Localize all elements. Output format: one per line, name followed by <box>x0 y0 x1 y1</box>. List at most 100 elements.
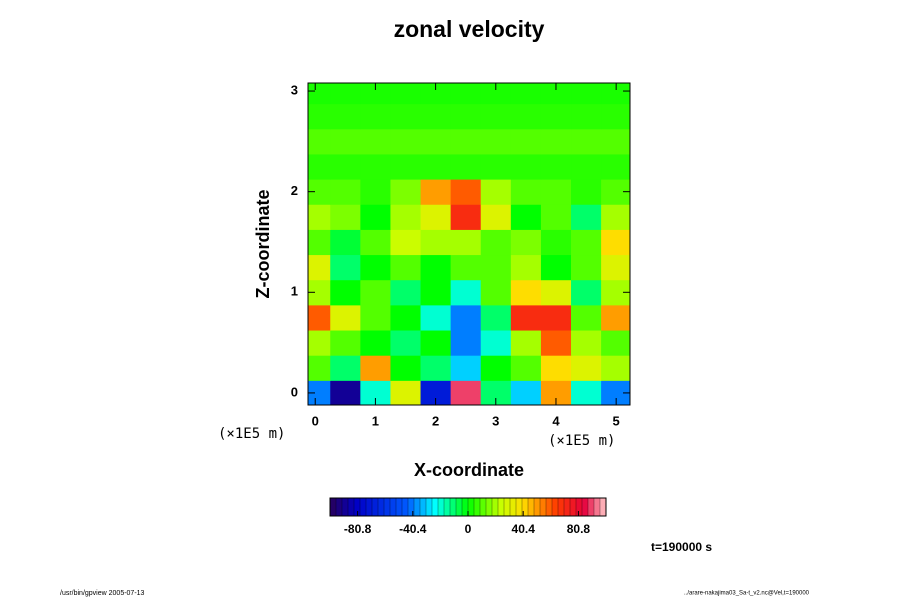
colorbar-band <box>425 497 433 517</box>
colorbar-band <box>413 497 421 517</box>
heat-cell <box>420 229 452 256</box>
heat-cell <box>330 103 361 130</box>
x-tick-label: 3 <box>492 413 499 428</box>
heat-cell <box>330 380 361 405</box>
heat-cell <box>510 128 542 155</box>
heat-cell <box>571 380 602 405</box>
heat-cell <box>390 304 422 331</box>
heat-cell <box>330 83 361 105</box>
heat-cell <box>571 304 602 331</box>
heat-cell <box>360 153 391 180</box>
colorbar-band <box>473 497 481 517</box>
heat-cell <box>308 204 331 230</box>
heat-cell <box>390 254 422 281</box>
footer-right: ../arare-nakajima03_Sa-t_v2.nc@Vel,t=190… <box>684 591 810 597</box>
heat-cell <box>308 355 331 381</box>
heat-cell <box>390 204 422 230</box>
heat-cell <box>480 179 512 205</box>
x-axis-label: X-coordinate <box>414 460 524 480</box>
heat-cell <box>360 254 391 281</box>
time-label: t=190000 s <box>651 540 712 554</box>
colorbar-band <box>347 497 355 517</box>
heat-cell <box>390 179 422 205</box>
heat-cell <box>308 128 331 155</box>
heat-cell <box>420 204 452 230</box>
colorbar-band <box>455 497 463 517</box>
colorbar-band <box>503 497 511 517</box>
heat-cell <box>450 179 482 205</box>
footer-left: /usr/bin/gpview 2005-07-13 <box>60 590 145 597</box>
x-tick-label: 0 <box>312 413 319 428</box>
heat-cell <box>510 153 542 180</box>
colorbar-band <box>569 497 577 517</box>
chart-title: zonal velocity <box>394 16 545 42</box>
heat-cell <box>601 103 630 130</box>
heat-cell <box>308 103 331 130</box>
colorbar-band <box>527 497 535 517</box>
heat-cell <box>601 153 630 180</box>
heat-cell <box>390 380 422 405</box>
heat-cell <box>330 355 361 381</box>
x-tick-label: 1 <box>372 413 379 428</box>
heat-cell <box>540 179 572 205</box>
colorbar-band <box>449 497 457 517</box>
heat-cell <box>480 355 512 381</box>
heat-cell <box>308 279 331 306</box>
heat-cell <box>540 304 572 331</box>
heat-cell <box>480 254 512 281</box>
colorbar-band <box>329 497 337 517</box>
heat-cell <box>571 83 602 105</box>
heat-cell <box>601 229 630 256</box>
heat-cell <box>308 330 331 356</box>
colorbar-band <box>533 497 541 517</box>
heat-cell <box>390 153 422 180</box>
heat-cell <box>308 83 331 105</box>
heat-cell <box>450 204 482 230</box>
heat-cell <box>601 128 630 155</box>
heat-cell <box>330 128 361 155</box>
heat-cell <box>571 153 602 180</box>
colorbar-band <box>389 497 397 517</box>
heat-cell <box>450 279 482 306</box>
heat-cell <box>390 279 422 306</box>
heat-cell <box>510 279 542 306</box>
colorbar-band <box>509 497 517 517</box>
heat-cell <box>450 153 482 180</box>
colorbar-band <box>563 497 571 517</box>
colorbar-band <box>407 497 415 517</box>
colorbar-band <box>341 497 349 517</box>
heat-cell <box>450 83 482 105</box>
x-tick-label: 4 <box>552 413 560 428</box>
colorbar-band <box>401 497 409 517</box>
heat-cell <box>360 304 391 331</box>
heat-cell <box>601 304 630 331</box>
heat-cell <box>571 254 602 281</box>
heat-cell <box>540 204 572 230</box>
heat-cell <box>540 229 572 256</box>
heat-cell <box>571 103 602 130</box>
heat-cell <box>360 204 391 230</box>
y-tick-label: 2 <box>291 183 298 198</box>
heat-cell <box>601 355 630 381</box>
heat-cell <box>480 330 512 356</box>
colorbar-band <box>497 497 505 517</box>
heat-cell <box>540 103 572 130</box>
heat-cell <box>540 254 572 281</box>
heat-cell <box>450 355 482 381</box>
heat-cell <box>571 179 602 205</box>
heat-cell <box>390 103 422 130</box>
heat-cell <box>360 83 391 105</box>
colorbar-band <box>581 497 589 517</box>
colorbar-band <box>515 497 523 517</box>
heat-cell <box>360 330 391 356</box>
heat-cell <box>601 83 630 105</box>
y-unit-label: (×1E5 m) <box>218 426 285 442</box>
heat-cell <box>480 83 512 105</box>
heat-cell <box>330 330 361 356</box>
heat-cell <box>571 128 602 155</box>
heat-cell <box>420 304 452 331</box>
heat-cell <box>601 204 630 230</box>
heat-cell <box>360 179 391 205</box>
heat-cell <box>480 153 512 180</box>
heat-cell <box>480 128 512 155</box>
